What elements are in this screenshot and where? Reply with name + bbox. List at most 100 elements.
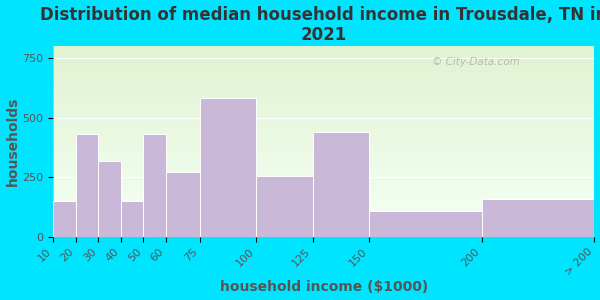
Bar [53,78,595,79]
Bar [53,66,595,67]
Bar [53,75,595,76]
Bar [76,134,98,237]
Bar [53,147,595,148]
Bar [53,213,595,214]
Bar [53,221,595,222]
Bar [53,184,595,185]
Bar [53,229,595,230]
Bar [53,153,595,154]
Bar [53,150,595,151]
Bar [53,69,595,70]
Bar [53,202,595,203]
Bar [53,230,595,231]
Bar [53,108,595,109]
Bar [53,180,595,181]
Title: Distribution of median household income in Trousdale, TN in
2021: Distribution of median household income … [40,6,600,44]
Bar [53,120,595,122]
Bar [53,85,595,86]
Bar [53,190,595,191]
Bar [53,118,595,119]
Bar [53,124,595,125]
Bar [53,208,595,209]
Bar [53,236,595,237]
Bar [53,46,595,47]
Bar [53,57,595,58]
Bar [53,198,595,199]
Bar [53,65,595,66]
Bar [53,126,595,127]
Bar [53,100,595,101]
Bar [53,96,595,97]
Bar [53,224,595,226]
Bar [53,203,595,204]
Bar [53,175,595,176]
Bar [53,83,595,84]
Bar [53,197,595,198]
Bar [53,222,595,223]
Bar [53,107,595,108]
Bar [53,179,595,180]
Bar [53,82,595,83]
Bar [53,188,595,189]
Bar [53,129,595,130]
Bar [53,70,595,71]
Bar [53,152,595,153]
Bar [53,131,595,132]
Bar [53,148,595,149]
Bar [53,133,595,134]
Bar [53,214,595,215]
Bar [53,115,595,116]
Bar [53,194,595,195]
Bar [53,113,595,114]
Bar [53,49,595,50]
Bar [53,200,595,201]
Bar [53,212,595,213]
Bar [53,79,595,80]
Bar [53,128,595,129]
Bar [53,173,595,174]
Bar [53,143,595,144]
Bar [53,74,595,75]
Bar [53,104,595,105]
Bar [53,191,595,192]
Bar [53,162,595,164]
Bar [53,64,595,65]
Bar [53,215,595,216]
Bar [53,210,595,211]
Bar [53,119,595,120]
Bar [53,51,595,52]
Bar [53,201,76,237]
Bar [53,106,595,107]
Bar [53,141,595,142]
Bar [53,166,595,167]
Bar [121,201,143,237]
Bar [53,202,595,203]
Bar [53,80,595,81]
Bar [53,187,595,188]
Bar [53,127,595,128]
Bar [53,111,595,112]
Bar [53,48,595,49]
Bar [53,233,595,234]
Bar [53,61,595,62]
Bar [53,62,595,63]
Bar [53,169,595,170]
Bar [53,192,595,193]
Bar [53,160,595,161]
Bar [53,71,595,72]
Bar [53,145,595,146]
Bar [53,189,595,190]
Bar [53,134,595,135]
Bar [53,219,595,220]
Bar [53,55,595,56]
Bar [53,118,595,119]
Bar [53,52,595,54]
Bar [53,81,595,82]
Bar [53,72,595,73]
Bar [53,223,595,224]
Bar [200,98,256,237]
Bar [53,195,595,196]
Bar [53,93,595,94]
Bar [53,186,595,187]
Bar [53,227,595,228]
